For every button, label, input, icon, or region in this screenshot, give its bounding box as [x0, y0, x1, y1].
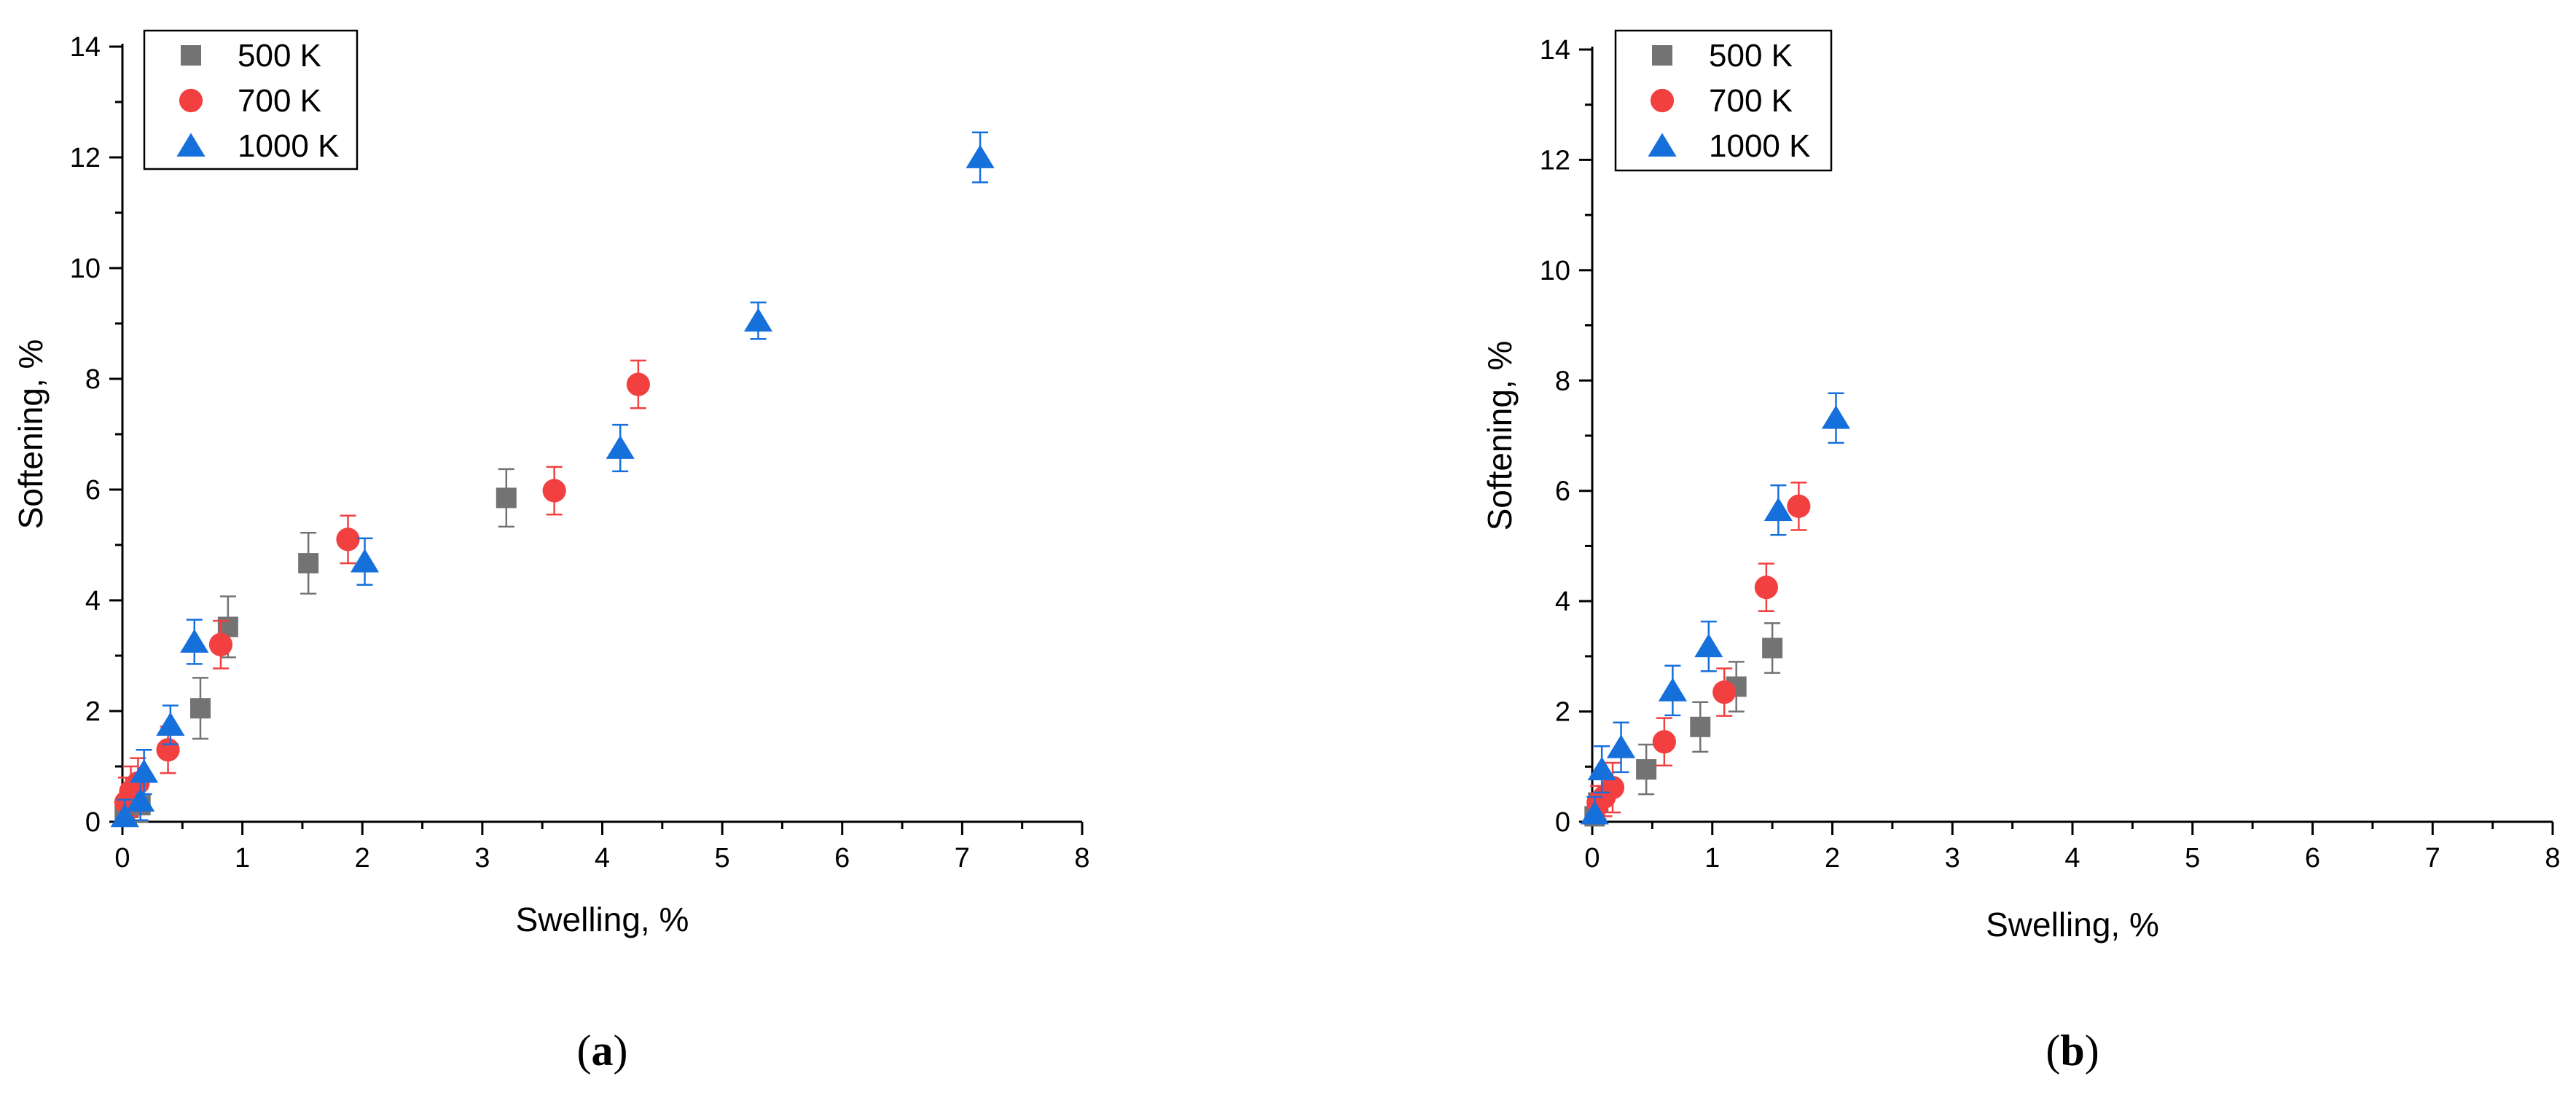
y-tick-label: 14: [70, 32, 101, 63]
data-point: [110, 803, 139, 828]
x-tick-label: 6: [2305, 843, 2320, 874]
legend: 500 K 700 K 1000 K: [143, 29, 359, 170]
x-tick-label: 2: [355, 843, 370, 874]
panel-label: (a): [577, 1027, 628, 1075]
x-tick-label: 8: [1074, 843, 1089, 874]
data-point: [126, 788, 155, 812]
x-tick-label: 7: [955, 843, 970, 874]
data-point: [1587, 756, 1616, 780]
data-point: [298, 553, 319, 574]
x-tick-label: 2: [1825, 843, 1840, 874]
legend-marker: [1648, 133, 1677, 157]
series-700-k: [114, 359, 650, 823]
x-tick-label: 5: [2185, 843, 2200, 874]
y-tick-label: 6: [85, 475, 101, 506]
data-point: [626, 372, 650, 396]
data-point: [350, 549, 380, 573]
data-point: [743, 307, 773, 332]
data-point: [496, 487, 517, 509]
data-point: [1694, 633, 1723, 658]
y-tick-label: 4: [85, 586, 101, 616]
y-axis-label: Softening, %: [12, 340, 50, 530]
data-point: [542, 479, 566, 503]
x-tick-label: 7: [2425, 843, 2440, 874]
x-axis-label: Swelling, %: [1986, 906, 2159, 943]
data-point: [1821, 405, 1851, 429]
data-point: [1754, 576, 1778, 600]
y-tick-label: 0: [85, 807, 101, 838]
legend-label: 1000 K: [238, 128, 339, 164]
y-tick-label: 0: [1555, 807, 1570, 838]
legend-marker: [181, 45, 201, 66]
x-tick-label: 8: [2545, 843, 2560, 874]
legend-label: 700 K: [238, 83, 321, 119]
panel-label-letter: b: [2060, 1027, 2084, 1075]
x-axis-label: Swelling, %: [516, 900, 689, 938]
legend-marker: [179, 88, 203, 113]
legend-label: 1000 K: [1709, 128, 1810, 164]
data-point: [1762, 637, 1783, 659]
panel-label-open: (: [577, 1027, 592, 1075]
y-tick-label: 2: [1555, 697, 1570, 728]
data-point: [156, 738, 180, 762]
y-tick-label: 14: [1540, 35, 1570, 66]
legend-label: 500 K: [1709, 38, 1793, 74]
data-point: [1652, 730, 1676, 754]
y-tick-label: 6: [1555, 476, 1570, 507]
y-tick-label: 12: [1540, 145, 1570, 176]
x-tick-label: 3: [1945, 843, 1960, 874]
y-tick-label: 8: [85, 364, 101, 395]
y-tick-label: 10: [70, 254, 101, 284]
data-point: [1763, 497, 1793, 522]
panel-label-letter: a: [592, 1027, 614, 1075]
y-tick-label: 12: [70, 143, 101, 173]
data-point: [1712, 680, 1737, 705]
legend-marker: [176, 133, 205, 157]
legend-label: 500 K: [238, 38, 321, 74]
data-point: [208, 632, 233, 656]
data-point: [1606, 734, 1636, 758]
x-tick-label: 1: [235, 843, 250, 874]
x-tick-label: 3: [474, 843, 490, 874]
legend: 500 K 700 K 1000 K: [1614, 29, 1833, 172]
x-tick-label: 1: [1704, 843, 1720, 874]
y-axis-label: Softening, %: [1481, 341, 1519, 531]
data-point: [190, 698, 211, 719]
y-tick-label: 10: [1540, 256, 1570, 286]
data-point: [1690, 716, 1711, 737]
data-point: [180, 629, 209, 653]
data-point: [966, 144, 995, 168]
panel-label-open: (: [2045, 1027, 2060, 1075]
panel-label-close: ): [2085, 1027, 2099, 1075]
panel-label: (b): [2045, 1027, 2099, 1075]
legend-marker: [1650, 88, 1675, 113]
data-point: [1787, 494, 1811, 519]
data-point: [130, 759, 159, 783]
series-1000-k: [1580, 392, 1851, 825]
y-tick-label: 4: [1555, 586, 1570, 617]
x-tick-label: 6: [834, 843, 850, 874]
y-tick-label: 2: [85, 696, 101, 727]
series-1000-k: [110, 131, 995, 828]
x-tick-label: 4: [2064, 843, 2080, 874]
data-point: [336, 527, 360, 552]
legend-marker: [1652, 45, 1672, 66]
x-tick-label: 0: [1584, 843, 1600, 874]
data-point: [1658, 678, 1687, 702]
x-tick-label: 5: [715, 843, 730, 874]
data-point: [156, 712, 185, 736]
x-tick-label: 0: [114, 843, 130, 874]
x-tick-label: 4: [595, 843, 610, 874]
data-point: [1580, 801, 1609, 825]
data-point: [1636, 759, 1657, 780]
panel-label-close: ): [614, 1027, 628, 1075]
data-point: [606, 435, 635, 459]
y-tick-label: 8: [1555, 366, 1570, 396]
legend-label: 700 K: [1709, 83, 1793, 119]
